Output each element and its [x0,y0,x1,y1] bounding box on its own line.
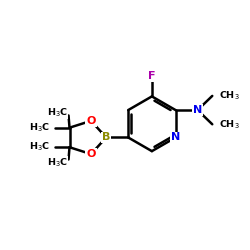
Text: CH$_3$: CH$_3$ [219,90,240,102]
Text: N: N [171,132,180,142]
Text: H$_3$C: H$_3$C [28,122,50,134]
Text: H$_3$C: H$_3$C [47,156,68,169]
Text: CH$_3$: CH$_3$ [219,118,240,130]
Text: B: B [102,132,110,142]
Text: N: N [193,105,202,115]
Text: O: O [86,149,96,159]
Text: H$_3$C: H$_3$C [47,106,68,119]
Text: H$_3$C: H$_3$C [28,141,50,154]
Text: O: O [86,116,96,126]
Text: F: F [148,71,156,81]
